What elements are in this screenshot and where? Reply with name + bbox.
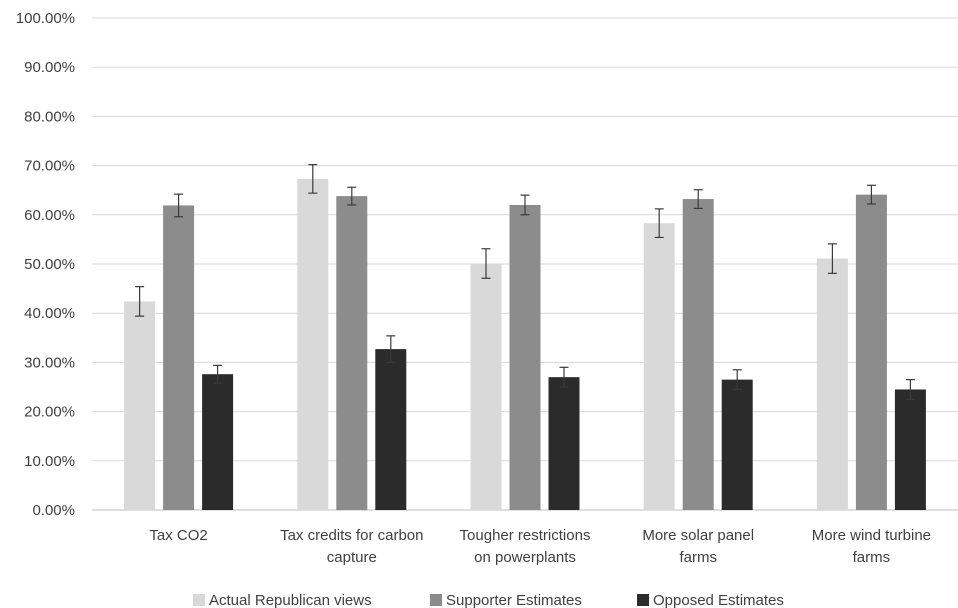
bar xyxy=(643,223,675,510)
y-tick-label: 80.00% xyxy=(24,108,75,125)
legend-label: Opposed Estimates xyxy=(653,592,784,608)
x-category-label: More wind turbine farms xyxy=(812,527,931,566)
x-category-label-line: farms xyxy=(853,549,891,566)
x-category-label: More solar panel farms xyxy=(642,527,754,566)
y-tick-label: 70.00% xyxy=(24,158,75,175)
y-tick-label: 30.00% xyxy=(24,354,75,371)
y-tick-label: 0.00% xyxy=(32,502,75,519)
bar xyxy=(721,379,753,510)
x-category-label-line: farms xyxy=(679,549,717,566)
x-category-label-line: capture xyxy=(327,549,377,566)
y-tick-label: 40.00% xyxy=(24,305,75,322)
bar xyxy=(336,196,368,510)
x-category-label-line: Tougher restrictions xyxy=(460,527,591,544)
bar xyxy=(202,374,234,510)
x-category-label: Tax credits for carbon capture xyxy=(280,527,423,566)
bar xyxy=(375,349,407,510)
x-category-label-line: on powerplants xyxy=(474,549,576,566)
legend-swatch xyxy=(430,594,442,606)
y-tick-label: 100.00% xyxy=(16,10,75,27)
legend: Actual Republican views Supporter Estimat… xyxy=(193,592,784,608)
bar xyxy=(297,178,329,510)
y-tick-label: 50.00% xyxy=(24,256,75,273)
legend-label: Supporter Estimates xyxy=(446,592,582,608)
bar xyxy=(816,258,848,510)
x-category-label: Tax CO2 xyxy=(149,527,207,544)
bar xyxy=(682,199,714,510)
y-axis-ticks: 0.00% 10.00% 20.00% 30.00% 40.00% 50.00% 60.00… xyxy=(16,10,75,519)
x-category-label-line: Tax CO2 xyxy=(149,527,207,544)
bars xyxy=(124,178,926,511)
y-tick-label: 10.00% xyxy=(24,453,75,470)
x-category-label-line: More wind turbine xyxy=(812,527,931,544)
x-category-label: Tougher restrictions on powerplants xyxy=(460,527,591,566)
legend-swatch xyxy=(193,594,205,606)
y-tick-label: 90.00% xyxy=(24,59,75,76)
bar xyxy=(509,204,541,510)
legend-label: Actual Republican views xyxy=(209,592,372,608)
bar xyxy=(548,377,580,510)
bar xyxy=(163,205,195,510)
legend-swatch xyxy=(637,594,649,606)
x-axis-labels: Tax CO2 Tax credits for carbon capture Toug… xyxy=(149,527,931,566)
bar xyxy=(855,194,887,511)
x-category-label-line: More solar panel xyxy=(642,527,754,544)
y-tick-label: 20.00% xyxy=(24,404,75,421)
bar xyxy=(894,389,926,510)
bar xyxy=(470,263,502,510)
bar xyxy=(124,301,156,510)
x-category-label-line: Tax credits for carbon xyxy=(280,527,423,544)
y-tick-label: 60.00% xyxy=(24,207,75,224)
error-bars xyxy=(135,164,915,400)
